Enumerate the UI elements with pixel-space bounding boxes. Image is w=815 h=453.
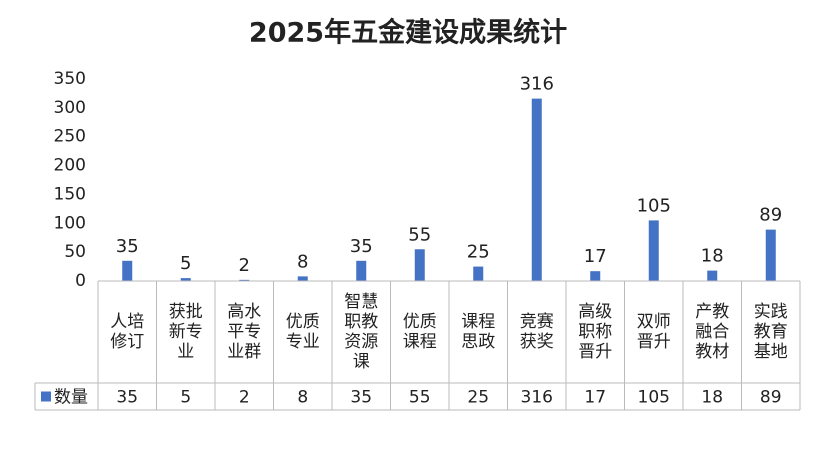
table-cell: 8 [297,388,308,408]
x-tick-label: 高水平专业群 [227,302,261,362]
x-tick-label: 获批新专业 [169,302,203,362]
table-cell: 55 [409,388,431,408]
table-cell: 35 [350,388,372,408]
bar [765,229,776,281]
x-tick-label: 产教融合教材 [695,302,729,362]
y-tick-label: 0 [75,271,86,291]
x-tick-label: 双师晋升 [637,312,671,352]
x-tick-label: 智慧职教资源课 [344,292,378,372]
y-tick-label: 350 [54,69,86,89]
data-label: 105 [637,195,671,216]
bar [707,270,718,281]
data-label: 2 [239,255,250,276]
data-label: 5 [180,253,191,274]
x-tick-label: 实践教育基地 [754,302,788,362]
chart-title: 2025年五金建设成果统计 [249,17,567,49]
y-tick-label: 200 [54,156,86,176]
y-tick-label: 250 [54,127,86,147]
table-cell: 2 [239,388,250,408]
legend-key [41,391,51,402]
bar [239,279,250,281]
y-tick-label: 150 [54,184,86,204]
bar [180,278,191,281]
table-cell: 18 [701,388,723,408]
data-label: 55 [408,224,431,245]
x-tick-label: 竞赛获奖 [520,311,554,352]
bar [473,266,484,281]
bar [590,271,601,281]
table-cell: 89 [760,388,782,408]
table-cell: 17 [584,388,606,408]
y-tick-label: 100 [54,213,86,233]
data-label: 25 [467,242,490,263]
bar [356,260,367,281]
legend-label: 数量 [54,388,88,408]
x-tick-label: 优质课程 [403,312,437,352]
table-cell: 105 [638,388,670,408]
data-label: 316 [520,74,554,95]
x-tick-label: 课程思政 [461,312,495,352]
data-label: 8 [297,251,308,272]
y-tick-label: 50 [64,242,86,262]
table-cell: 35 [116,388,138,408]
bar [531,98,542,281]
bar [297,276,308,281]
x-tick-label: 优质专业 [286,312,320,352]
table-cell: 25 [467,388,489,408]
y-tick-label: 300 [54,98,86,118]
data-label: 89 [759,205,782,226]
data-label: 35 [116,236,139,257]
x-tick-label: 高级职称晋升 [578,302,612,362]
table-cell: 5 [180,388,191,408]
data-label: 35 [350,236,373,257]
x-tick-label: 人培修订 [110,312,144,352]
bar [414,249,425,281]
data-label: 18 [701,246,724,267]
table-cell: 316 [521,388,553,408]
bar [122,260,133,281]
bar [648,220,659,281]
data-label: 17 [584,246,607,267]
